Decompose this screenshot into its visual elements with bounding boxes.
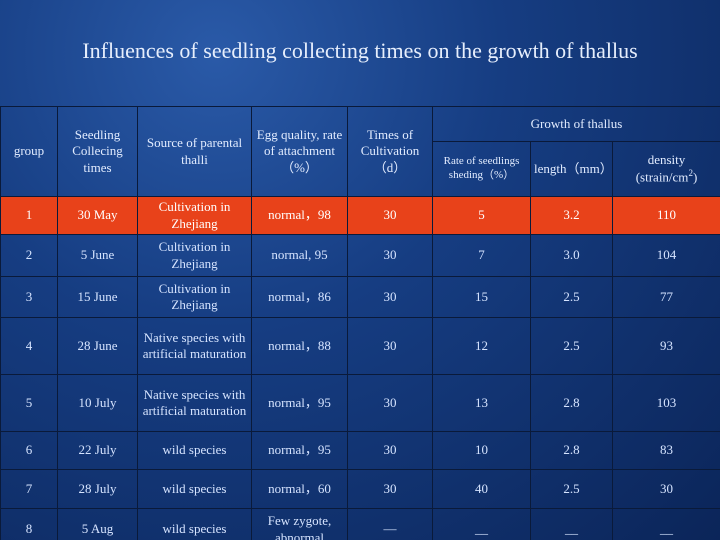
table-cell: 1 — [0, 196, 58, 235]
table-cell: 3.2 — [530, 196, 613, 235]
table-row: 7 28 July wild species normal，60 30 40 2.5 30 — [0, 469, 720, 509]
table-cell: 30 — [347, 276, 433, 318]
density-sup: 2 — [688, 168, 693, 179]
table-cell: 10 July — [57, 374, 138, 432]
table-cell: 40 — [432, 469, 531, 509]
table-cell: normal，86 — [251, 276, 348, 318]
table-cell: __ — [432, 508, 531, 540]
table-cell: 15 June — [57, 276, 138, 318]
table-cell: Cultivation in Zhejiang — [137, 234, 252, 277]
table-cell: normal，95 — [251, 431, 348, 470]
table-cell: 77 — [612, 276, 720, 318]
table-cell: — — [347, 508, 433, 540]
header-cell: Times of Cultivation（d） — [347, 106, 433, 197]
table-cell: 110 — [612, 196, 720, 235]
sub-header-cell: length（mm） — [530, 141, 613, 197]
table-cell: 10 — [432, 431, 531, 470]
table-cell: 93 — [612, 317, 720, 375]
header-cell: Seedling Collecing times — [57, 106, 138, 197]
group-header-cell: Growth of thallus — [432, 106, 720, 142]
table-cell: 7 — [432, 234, 531, 277]
header-row: group Seedling Collecing times Source of p… — [0, 106, 720, 197]
data-table: group Seedling Collecing times Source of p… — [0, 106, 720, 540]
table-row: 4 28 June Native species with artificial m… — [0, 317, 720, 375]
table-row: 5 10 July Native species with artificial m… — [0, 374, 720, 432]
table-cell: 103 — [612, 374, 720, 432]
table-cell: 83 — [612, 431, 720, 470]
density-tail: ) — [692, 169, 698, 185]
header-cell: Egg quality, rate of attachment（%） — [251, 106, 348, 197]
table-cell: normal，60 — [251, 469, 348, 509]
table-cell: normal，88 — [251, 317, 348, 375]
header-row: Rate of seedlings sheding（%） length（mm） de… — [1, 141, 720, 197]
table-cell: normal, 95 — [251, 234, 348, 277]
density-label: density (strain/cm — [635, 152, 689, 185]
table-cell: 2.5 — [530, 469, 613, 509]
table-cell: 30 — [347, 317, 433, 375]
table-cell: 30 — [347, 196, 433, 235]
table-cell: Few zygote, abnormal — [251, 508, 348, 540]
table-cell: 3 — [0, 276, 58, 318]
table-cell: 4 — [0, 317, 58, 375]
table-cell: __ — [612, 508, 720, 540]
table-cell: 6 — [0, 431, 58, 470]
table-cell: 8 — [0, 508, 58, 540]
table-cell: 30 May — [57, 196, 138, 235]
table-cell: 2.8 — [530, 431, 613, 470]
table-cell: 30 — [347, 234, 433, 277]
table-row: 1 30 May Cultivation in Zhejiang normal，98 3… — [0, 196, 720, 235]
table-cell: 7 — [0, 469, 58, 509]
table-cell: normal，98 — [251, 196, 348, 235]
table-cell: Native species with artificial maturatio… — [137, 374, 252, 432]
table-cell: 5 Aug — [57, 508, 138, 540]
table-cell: wild species — [137, 431, 252, 470]
table-row: 3 15 June Cultivation in Zhejiang normal，86… — [0, 276, 720, 318]
table-cell: normal，95 — [251, 374, 348, 432]
table-cell: 22 July — [57, 431, 138, 470]
table-cell: 2.5 — [530, 317, 613, 375]
table-cell: 28 June — [57, 317, 138, 375]
table-cell: 30 — [347, 469, 433, 509]
table-cell: 5 — [0, 374, 58, 432]
table-cell: 12 — [432, 317, 531, 375]
table-cell: 15 — [432, 276, 531, 318]
table-cell: Native species with artificial maturatio… — [137, 317, 252, 375]
table-cell: Cultivation in Zhejiang — [137, 196, 252, 235]
sub-header-cell: Rate of seedlings sheding（%） — [432, 141, 531, 197]
table-cell: wild species — [137, 469, 252, 509]
table-cell: 28 July — [57, 469, 138, 509]
table-cell: 2 — [0, 234, 58, 277]
table-cell: 2.5 — [530, 276, 613, 318]
title: Influences of seedling collecting times … — [82, 38, 638, 63]
table-cell: wild species — [137, 508, 252, 540]
table-cell: 3.0 — [530, 234, 613, 277]
table-cell: 30 — [347, 431, 433, 470]
table-cell: 5 June — [57, 234, 138, 277]
table-cell: 30 — [347, 374, 433, 432]
header-cell: group — [0, 106, 58, 197]
table-cell: 104 — [612, 234, 720, 277]
sub-header-cell: density (strain/cm2) — [612, 141, 720, 197]
table-cell: 30 — [612, 469, 720, 509]
header-cell: Source of parental thalli — [137, 106, 252, 197]
table-row: 6 22 July wild species normal，95 30 10 2.8 83 — [0, 431, 720, 470]
table-cell: 2.8 — [530, 374, 613, 432]
table-cell: 13 — [432, 374, 531, 432]
table-body: group Seedling Collecing times Source of p… — [0, 106, 720, 540]
table-cell: Cultivation in Zhejiang — [137, 276, 252, 318]
table-cell: 5 — [432, 196, 531, 235]
table-cell: __ — [530, 508, 613, 540]
